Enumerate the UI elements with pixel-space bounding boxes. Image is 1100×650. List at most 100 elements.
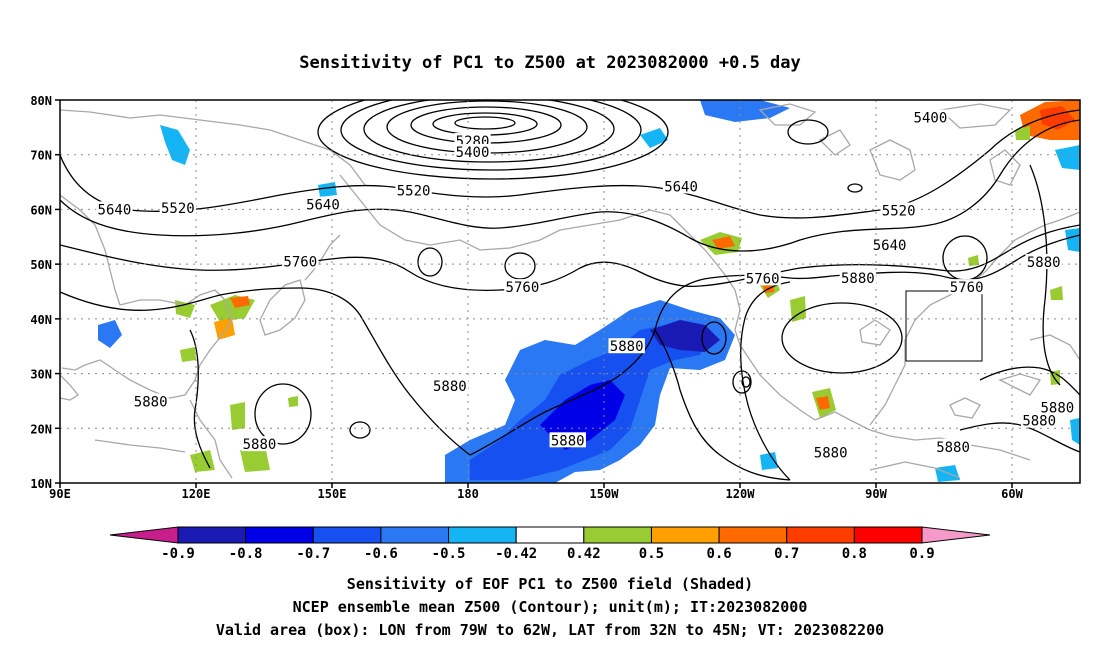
contour-label-bg — [132, 393, 169, 409]
colorbar-label: -0.5 — [432, 546, 466, 562]
contour-label: 5640 — [664, 179, 698, 195]
contour-label-bg — [744, 270, 781, 286]
colorbar-swatch — [177, 526, 247, 544]
colorbar-label: -0.6 — [364, 546, 398, 562]
contour-label-bg — [1039, 399, 1076, 415]
lat-tick-label: 20N — [30, 422, 52, 436]
contour-label-bg — [431, 378, 469, 394]
contour-label: 5520 — [161, 201, 195, 217]
colorbar-label: -0.7 — [296, 546, 330, 562]
z500-contours — [60, 100, 1080, 481]
lon-tick-label: 120E — [182, 487, 211, 501]
lon-tick-label: 60W — [1001, 487, 1023, 501]
colorbar-swatch — [515, 526, 585, 544]
lat-tick-label: 70N — [30, 149, 52, 163]
lon-tick-label: 90W — [865, 487, 887, 501]
contour-label-bg — [871, 236, 908, 252]
lon-tick-label: 150E — [318, 487, 347, 501]
contour-label-bg — [454, 143, 491, 159]
lat-tick-label: 50N — [30, 258, 52, 272]
contour-label-bg — [662, 178, 700, 194]
figure-title: Sensitivity of PC1 to Z500 at 2023082000… — [299, 53, 801, 73]
graticule — [60, 100, 1080, 483]
contour-label: 5760 — [950, 280, 984, 296]
contour-label-bg — [304, 196, 342, 212]
colorbar-swatch — [583, 526, 652, 544]
lat-tick-label: 60N — [30, 203, 52, 217]
colorbar-arrow-low — [109, 526, 179, 544]
colorbar-label: 0.7 — [774, 546, 799, 562]
colorbar-label: -0.42 — [495, 546, 537, 562]
contour-label-bg — [948, 279, 985, 295]
caption: Sensitivity of EOF PC1 to Z500 field (Sh… — [216, 575, 884, 639]
contour-label: 5880 — [433, 379, 467, 395]
contour-label: 5880 — [936, 440, 970, 456]
colorbar-label: -0.9 — [161, 546, 195, 562]
contour-label-bg — [839, 269, 877, 285]
colorbar-label: 0.5 — [639, 546, 664, 562]
colorbar-swatch — [312, 526, 382, 544]
contour-label: 5880 — [1040, 400, 1074, 416]
map-frame — [59, 99, 1081, 484]
colorbar-swatch — [380, 526, 450, 544]
contour-label: 5520 — [397, 183, 431, 199]
lat-tick-label: 30N — [30, 368, 52, 382]
contour-label: 5880 — [841, 271, 875, 287]
colorbar-swatch — [786, 526, 855, 544]
contour-label: 5760 — [506, 280, 540, 296]
caption-line-3: Valid area (box): LON from 79W to 62W, L… — [216, 621, 884, 639]
contour-label: 5760 — [283, 254, 317, 270]
colorbar-swatch — [650, 526, 720, 544]
colorbar-label: 0.6 — [706, 546, 731, 562]
contour-label: 5880 — [1027, 255, 1061, 271]
contour-label: 5640 — [306, 198, 340, 214]
caption-line-1: Sensitivity of EOF PC1 to Z500 field (Sh… — [347, 575, 753, 593]
contour-label-bg — [504, 279, 541, 295]
colorbar-swatch — [853, 526, 923, 544]
colorbar-arrow-high — [921, 526, 991, 544]
lat-tick-label: 40N — [30, 313, 52, 327]
lat-tick-label: 10N — [30, 477, 52, 491]
contour-label-bg — [282, 253, 319, 269]
contour-label: 5880 — [814, 445, 848, 461]
contour-label-bg — [912, 109, 949, 125]
contour-label: 5880 — [610, 339, 644, 355]
contour-label: 5880 — [243, 437, 277, 453]
contour-label: 5880 — [134, 394, 168, 410]
lon-tick-label: 120W — [726, 487, 756, 501]
contour-label: 5400 — [456, 145, 490, 161]
contour-label: 5520 — [882, 204, 916, 220]
lon-tick-label: 90E — [49, 487, 71, 501]
contour-label: 5640 — [873, 238, 907, 254]
contour-label-bg — [395, 182, 432, 198]
valid-area-box — [905, 290, 983, 362]
contour-label-bg — [96, 201, 133, 217]
contour-label-bg — [934, 438, 972, 454]
contour-label-bg — [608, 338, 645, 354]
colorbar-label: 0.42 — [567, 546, 601, 562]
contour-label: 5880 — [1022, 414, 1056, 430]
contour-label: 5760 — [746, 271, 780, 287]
colorbar-swatch — [718, 526, 788, 544]
contour-label: 5400 — [914, 111, 948, 127]
contour-label-bg — [1021, 412, 1058, 428]
colorbar-swatch — [245, 526, 314, 544]
contour-label-bg — [241, 436, 278, 452]
contour-label-bg — [812, 444, 849, 460]
colorbar-label: 0.8 — [842, 546, 867, 562]
caption-line-2: NCEP ensemble mean Z500 (Contour); unit(… — [293, 598, 808, 616]
contour-label-bg — [880, 202, 917, 218]
contour-label-bg — [1025, 253, 1062, 269]
contour-label: 5880 — [551, 433, 585, 449]
lon-tick-label: 150W — [590, 487, 620, 501]
contour-label: 5640 — [98, 202, 132, 218]
colorbar-swatch — [448, 526, 517, 544]
lat-tick-label: 80N — [30, 94, 52, 108]
contour-label-bg — [159, 199, 197, 215]
contour-label-bg — [549, 432, 586, 448]
colorbar-label: -0.8 — [229, 546, 263, 562]
